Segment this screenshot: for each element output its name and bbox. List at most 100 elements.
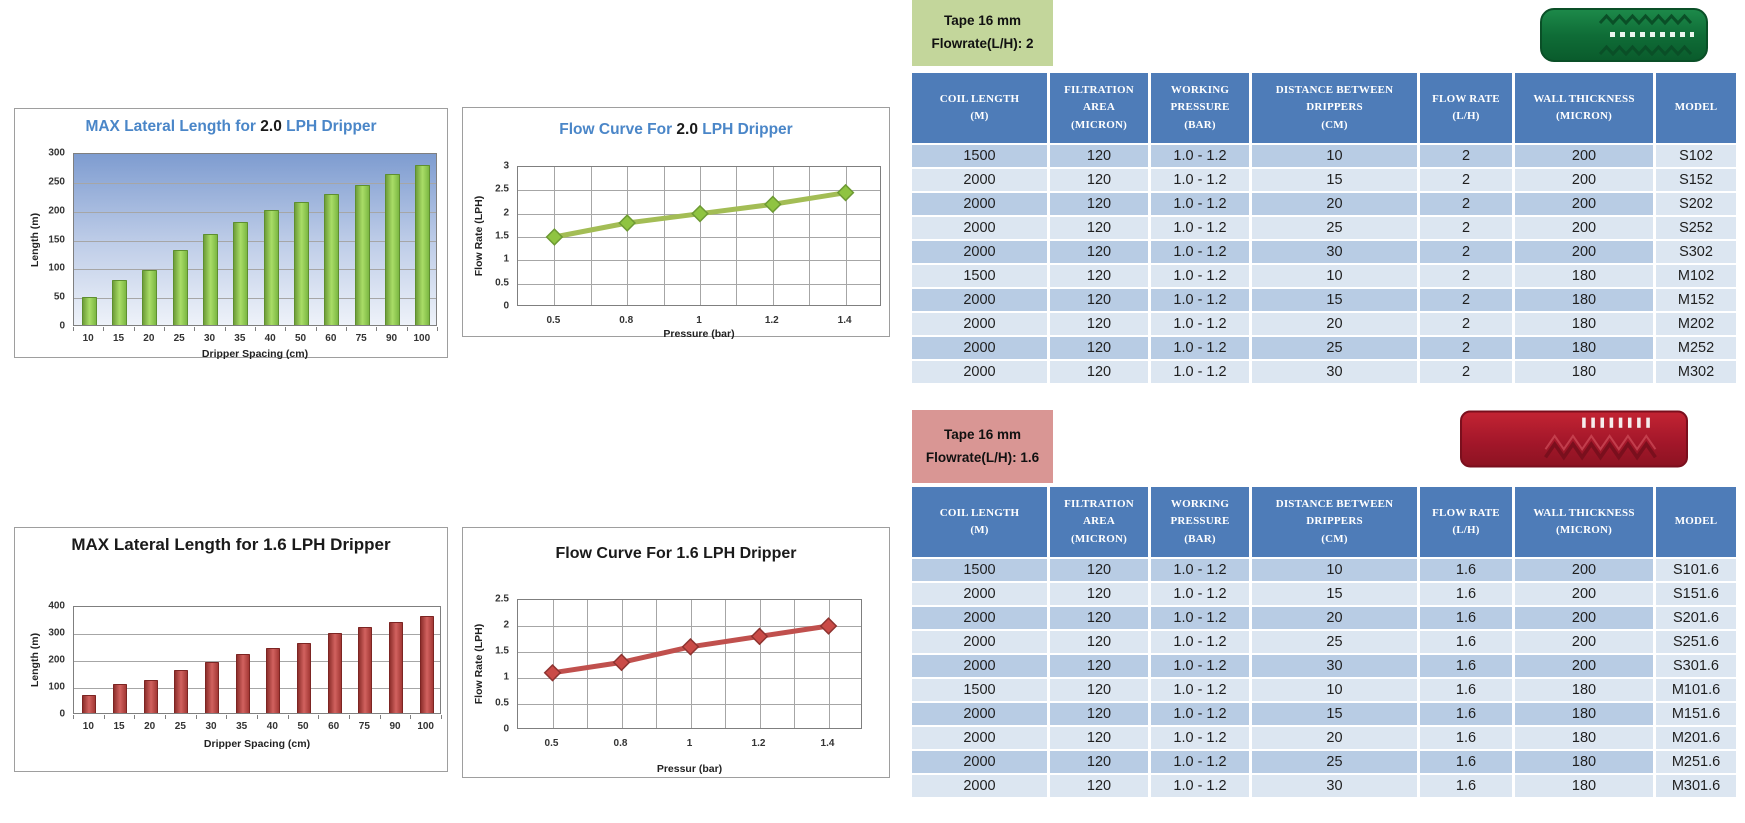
gridline-vertical [772, 167, 774, 305]
y-tick-label: 0 [503, 723, 509, 735]
x-tick-mark [406, 327, 408, 331]
column-header-line: AREA [1083, 515, 1115, 528]
column-header-line: DRIPPERS [1306, 101, 1363, 114]
bar [82, 695, 97, 713]
x-tick-label: 90 [389, 721, 401, 732]
bar [235, 654, 250, 713]
x-tick-label: 25 [174, 721, 186, 732]
table-cell: 2 [1420, 193, 1512, 215]
model-cell: S151.6 [1656, 583, 1736, 605]
x-tick-label: 1.4 [837, 315, 852, 326]
x-tick-label: 15 [112, 333, 125, 344]
gridline-horizontal [518, 626, 861, 627]
column-header: COIL LENGTH (M) [912, 73, 1047, 143]
dripper-photo-red [1460, 410, 1688, 468]
table-cell: 120 [1050, 679, 1148, 701]
gridline-vertical [627, 167, 629, 305]
table-cell: 2 [1420, 217, 1512, 239]
plot-area [517, 166, 881, 306]
x-axis-title: Dripper Spacing (cm) [203, 738, 311, 750]
table-cell: 1.6 [1420, 607, 1512, 629]
table-cell: 10 [1252, 559, 1417, 581]
table-cell: 2 [1420, 145, 1512, 167]
y-tick-label: 1.5 [495, 645, 509, 657]
table-cell: 120 [1050, 337, 1148, 359]
table-cell: 25 [1252, 217, 1417, 239]
model-cell: S102 [1656, 145, 1736, 167]
y-tick-label: 0 [59, 320, 65, 332]
table-cell: 180 [1515, 337, 1653, 359]
table-cell: 2 [1420, 361, 1512, 383]
y-tick-label: 0 [503, 300, 509, 312]
gridline-horizontal [518, 237, 880, 238]
table-cell: 1500 [912, 265, 1047, 287]
bar [142, 270, 158, 325]
plot-area [73, 606, 441, 714]
x-tick-label: 0.8 [619, 315, 634, 326]
table-cell: 120 [1050, 361, 1148, 383]
column-header-line: (MICRON) [1556, 524, 1612, 536]
gridline-vertical [794, 600, 795, 728]
table-cell: 2000 [912, 655, 1047, 677]
table-cell: 2000 [912, 751, 1047, 773]
table-cell: 1500 [912, 145, 1047, 167]
model-cell: M302 [1656, 361, 1736, 383]
column-header: WORKING PRESSURE (BAR) [1151, 73, 1249, 143]
bar [266, 647, 281, 713]
bar [324, 193, 340, 325]
table-cell: 1.6 [1420, 655, 1512, 677]
line-series [543, 617, 838, 682]
y-tick-label: 3 [503, 160, 509, 172]
table-cell: 20 [1252, 607, 1417, 629]
table-cell: 25 [1252, 337, 1417, 359]
table-cell: 180 [1515, 361, 1653, 383]
table-cell: 120 [1050, 775, 1148, 797]
gridline-horizontal [74, 688, 440, 689]
table-cell: 180 [1515, 775, 1653, 797]
table-cell: 1.0 - 1.2 [1151, 265, 1249, 287]
table-cell: 2000 [912, 337, 1047, 359]
table-cell: 1.6 [1420, 727, 1512, 749]
table-cell: 1.0 - 1.2 [1151, 313, 1249, 335]
gridline-horizontal [518, 678, 861, 679]
chart-title: MAX Lateral Length for 2.0 LPH Dripper [15, 117, 447, 136]
data-point-marker [612, 653, 631, 672]
x-tick-label: 1.4 [820, 738, 835, 749]
model-cell: S301.6 [1656, 655, 1736, 677]
column-header-line: (MICRON) [1071, 118, 1127, 131]
table-cell: 180 [1515, 751, 1653, 773]
table-cell: 1.0 - 1.2 [1151, 703, 1249, 725]
table-cell: 200 [1515, 169, 1653, 191]
table-cell: 2 [1420, 265, 1512, 287]
table-cell: 1.0 - 1.2 [1151, 145, 1249, 167]
x-tick-label: 100 [413, 333, 431, 344]
x-tick-mark [255, 327, 256, 331]
table-cell: 20 [1252, 727, 1417, 749]
bar [172, 250, 188, 325]
y-tick-label: 2.5 [495, 183, 509, 195]
column-header-line: (MICRON) [1556, 110, 1612, 122]
y-tick-label: 250 [48, 176, 65, 188]
table-cell: 2000 [912, 775, 1047, 797]
bar [389, 621, 403, 713]
table-cell: 200 [1515, 241, 1653, 263]
x-tick-mark [134, 715, 136, 719]
column-header-line: (MICRON) [1071, 532, 1127, 545]
chart-title-part: 2.0 [260, 118, 282, 135]
chart-flow-curve-16lph: Flow Curve For 1.6 LPH Dripper Flow Rate … [462, 527, 890, 778]
column-header-line: (CM) [1321, 118, 1348, 131]
x-tick-mark [410, 715, 412, 719]
gridline-vertical [590, 167, 592, 305]
chart-title-part: MAX Lateral Length for 1.6 LPH Dripper [71, 535, 391, 554]
y-tick-label: 100 [48, 681, 65, 693]
gridline-horizontal [74, 661, 440, 662]
y-tick-label: 1 [503, 253, 509, 265]
gridline-horizontal [518, 283, 880, 285]
table-cell: 1.0 - 1.2 [1151, 361, 1249, 383]
bar [113, 683, 127, 713]
table-cell: 30 [1252, 655, 1417, 677]
x-tick-label: 20 [144, 721, 156, 732]
x-tick-mark [437, 327, 438, 331]
x-axis-title: Pressure (bar) [663, 328, 735, 340]
x-tick-mark [73, 327, 74, 331]
